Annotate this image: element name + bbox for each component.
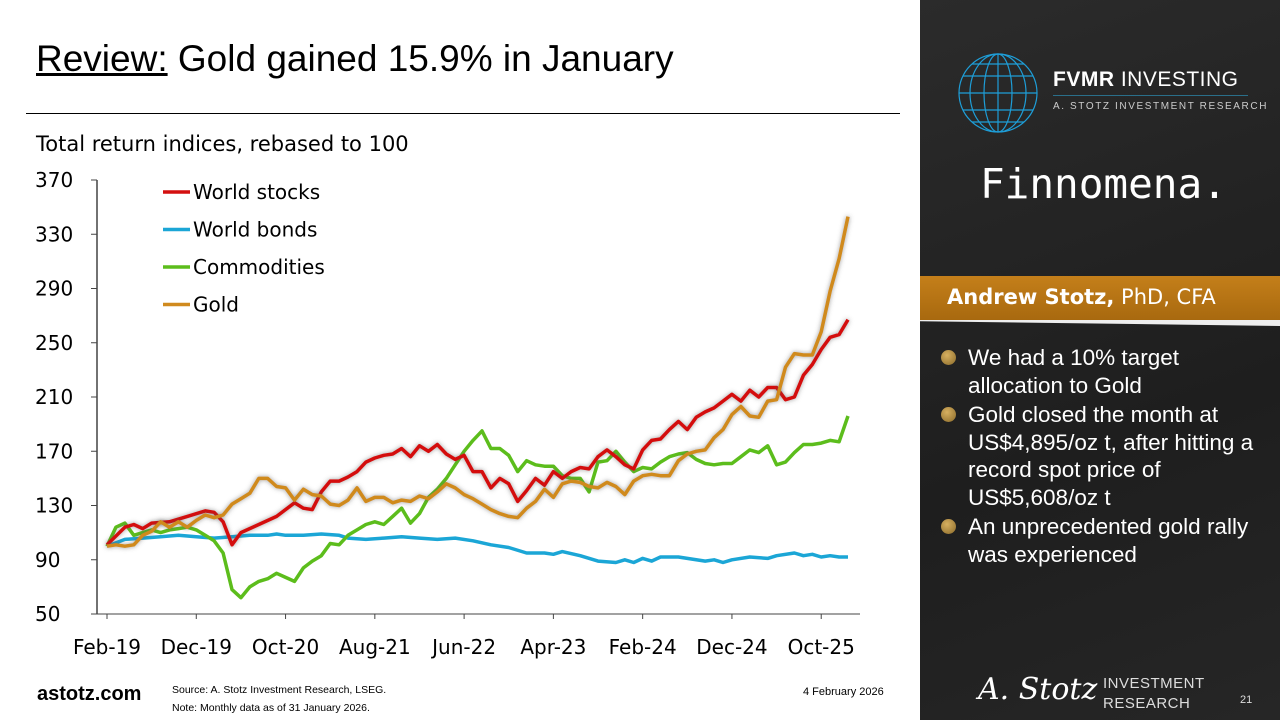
legend-label: World bonds (193, 218, 317, 242)
research-logo: INVESTMENT RESEARCH (1103, 674, 1205, 714)
title-text: Gold gained 15.9% in January (167, 38, 674, 79)
x-tick-label: Dec-24 (696, 635, 767, 659)
brand-subtitle: A. STOTZ INVESTMENT RESEARCH (1053, 101, 1269, 112)
series-line-world-bonds (106, 532, 848, 565)
legend-label: Gold (193, 293, 239, 317)
x-tick-label: Oct-20 (252, 635, 319, 659)
brand-suffix: INVESTING (1114, 68, 1239, 91)
y-tick-label: 290 (35, 277, 73, 301)
bullet-icon (941, 350, 956, 365)
globe-logo-icon (958, 53, 1038, 133)
y-tick-label: 50 (35, 602, 60, 626)
source-text: Source: A. Stotz Investment Research, LS… (172, 684, 387, 696)
bullet-text: Gold closed the month at US$4,895/oz t, … (968, 402, 1254, 510)
bullet-text: We had a 10% target allocation to Gold (968, 345, 1179, 398)
x-tick-label: Feb-24 (609, 635, 677, 659)
y-tick-label: 170 (35, 439, 73, 463)
source-note: Source: A. Stotz Investment Research, LS… (172, 681, 386, 717)
bullet-icon (941, 519, 956, 534)
note-text: Note: Monthly data as of 31 January 2026… (172, 702, 370, 714)
author-banner: Andrew Stotz, PhD, CFA (920, 276, 1280, 320)
series-line-world-stocks (105, 318, 850, 547)
x-tick-label: Aug-21 (339, 635, 411, 659)
y-tick-label: 250 (35, 331, 73, 355)
y-tick-label: 130 (35, 494, 73, 518)
legend-label: World stocks (193, 180, 320, 204)
signature-logo: A. Stotz (978, 672, 1098, 707)
y-tick-label: 210 (35, 385, 73, 409)
author-name: Andrew Stotz, (947, 285, 1115, 309)
line-chart: Total return indices, rebased to 100 370… (35, 132, 860, 659)
banner-edge (920, 320, 1280, 326)
chart-title: Total return indices, rebased to 100 (35, 132, 409, 156)
series-line-commodities (105, 415, 850, 600)
author-credentials: PhD, CFA (1114, 285, 1216, 309)
x-tick-label: Apr-23 (520, 635, 586, 659)
fvmr-logo: FVMR INVESTING (1053, 68, 1239, 92)
legend-label: Commodities (193, 255, 325, 279)
series-line-gold (106, 216, 850, 548)
x-tick-label: Jun-22 (430, 635, 496, 659)
x-tick-label: Feb-19 (73, 635, 141, 659)
research-logo-line2: RESEARCH (1103, 695, 1191, 712)
title-divider (26, 113, 900, 114)
bullet-item: An unprecedented gold rally was experien… (938, 513, 1278, 568)
slide-date: 4 February 2026 (803, 686, 884, 698)
bullet-icon (941, 407, 956, 422)
title-prefix: Review: (36, 38, 168, 79)
brand: FVMR (1053, 68, 1115, 91)
x-tick-label: Oct-25 (788, 635, 855, 659)
finnomena-logo: Finnomena. (980, 160, 1227, 208)
bullet-list: We had a 10% target allocation to Gold G… (938, 344, 1278, 570)
y-tick-label: 370 (35, 168, 73, 192)
logo-divider (1053, 95, 1248, 96)
research-logo-line1: INVESTMENT (1103, 675, 1205, 692)
page-number: 21 (1240, 694, 1253, 706)
website-link[interactable]: astotz.com (37, 683, 142, 705)
sidebar: FVMR INVESTING A. STOTZ INVESTMENT RESEA… (920, 0, 1280, 720)
y-tick-label: 330 (35, 222, 73, 246)
bullet-text: An unprecedented gold rally was experien… (968, 514, 1249, 567)
bullet-item: We had a 10% target allocation to Gold (938, 344, 1278, 399)
bullet-item: Gold closed the month at US$4,895/oz t, … (938, 401, 1278, 511)
slide-title: Review: Gold gained 15.9% in January (36, 38, 674, 80)
y-tick-label: 90 (35, 548, 60, 572)
x-tick-label: Dec-19 (161, 635, 232, 659)
